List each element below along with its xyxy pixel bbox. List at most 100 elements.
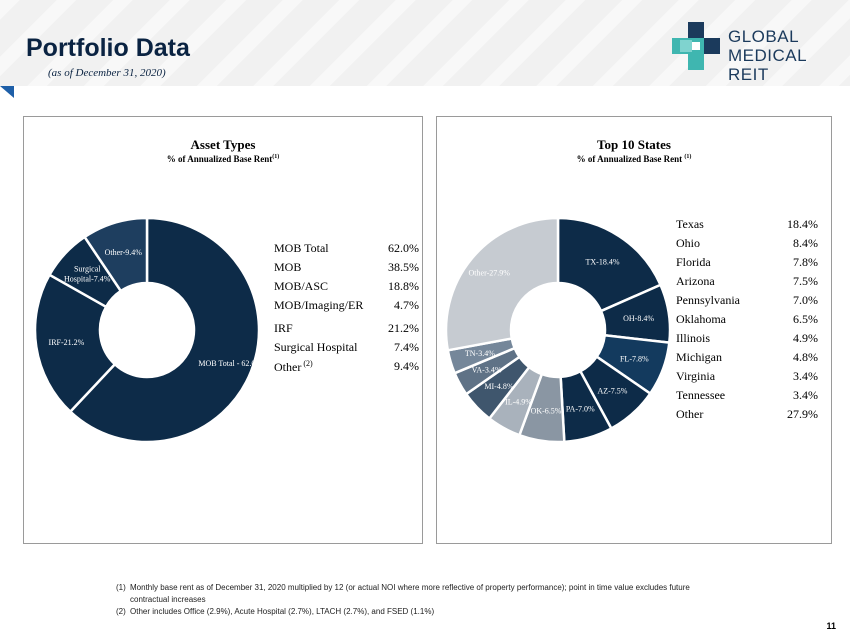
asset-types-legend-value: 38.5%	[388, 260, 419, 274]
top-states-legend-value: 4.9%	[793, 331, 818, 345]
asset-types-legend-label: IRF	[274, 321, 293, 335]
top-states-legend-row-texas: Texas 18.4%	[676, 217, 818, 235]
asset-types-slice-label-surgical-hospital-7-4: Surgical Hospital-7.4%	[64, 265, 111, 284]
footnote-1: (1) Monthly base rent as of December 31,…	[116, 582, 690, 606]
asset-types-title: Asset Types	[190, 137, 256, 152]
asset-types-slice-other-9-4	[82, 216, 149, 293]
page-number: 11	[826, 621, 836, 631]
top-states-legend-row-ohio: Ohio 8.4%	[676, 236, 818, 254]
top-states-slice-label-va-3-4: VA-3.4%	[472, 365, 502, 374]
top-states-legend-label: Pennsylvania	[676, 293, 740, 307]
top-states-legend-label: Florida	[676, 255, 711, 269]
asset-types-legend-row-irf: IRF 21.2%	[274, 321, 419, 339]
corner-accent	[0, 86, 14, 98]
top-states-legend-label: Virginia	[676, 369, 716, 383]
top-states-legend-row-tennessee: Tennessee 3.4%	[676, 388, 818, 406]
asset-types-slice-label-irf-21-2: IRF-21.2%	[49, 338, 85, 347]
top-states-legend-row-arizona: Arizona 7.5%	[676, 274, 818, 292]
footnotes: (1) Monthly base rent as of December 31,…	[116, 582, 690, 618]
asset-types-legend-value: 7.4%	[394, 340, 419, 354]
asset-types-legend: MOB Total 62.0% MOB 38.5% MOB/ASC 18.8% MOB/Im…	[274, 241, 419, 381]
asset-types-slice-label-other-9-4: Other-9.4%	[105, 248, 143, 257]
top-states-legend-value: 7.8%	[793, 255, 818, 269]
logo-line-2: MEDICAL REIT	[728, 46, 807, 84]
asset-types-slice-irf-21-2	[33, 273, 117, 414]
cross-logo-icon	[672, 22, 720, 70]
top-states-legend-label: Arizona	[676, 274, 715, 288]
top-states-slice-label-fl-7-8: FL-7.8%	[620, 355, 649, 364]
page-subtitle: (as of December 31, 2020)	[48, 67, 166, 79]
top-states-legend-row-virginia: Virginia 3.4%	[676, 369, 818, 387]
top-states-legend-label: Illinois	[676, 331, 711, 345]
top-states-legend-row-other: Other 27.9%	[676, 407, 818, 425]
asset-types-legend-row-mob-asc: MOB/ASC 18.8%	[274, 279, 419, 297]
top-states-subtitle: % of Annualized Base Rent (1)	[576, 154, 692, 164]
asset-types-legend-value: 18.8%	[388, 279, 419, 293]
top-states-panel: Top 10 States % of Annualized Base Rent …	[436, 116, 832, 544]
asset-types-legend-label: Surgical Hospital	[274, 340, 358, 354]
top-states-legend-value: 3.4%	[793, 388, 818, 402]
top-states-slice-label-mi-4-8: MI-4.8%	[484, 382, 513, 391]
top-states-slice-label-ok-6-5: OK-6.5%	[531, 407, 562, 416]
top-states-legend-value: 3.4%	[793, 369, 818, 383]
asset-types-subtitle-note: (1)	[272, 154, 280, 160]
top-states-slice-label-il-4-9: IL-4.9%	[505, 397, 532, 406]
asset-types-donut-chart: MOB Total - 62.0% IRF-21.2% Surgical Hospit…	[33, 216, 262, 444]
asset-types-legend-label: Other (2)	[274, 359, 313, 374]
top-states-slice-label-az-7-5: AZ-7.5%	[597, 387, 627, 396]
asset-types-slice-mob-total-62-0	[68, 216, 261, 444]
top-states-legend-label: Oklahoma	[676, 312, 726, 326]
top-states-legend-row-oklahoma: Oklahoma 6.5%	[676, 312, 818, 330]
asset-types-legend-row-mob-total: MOB Total 62.0%	[274, 241, 419, 259]
top-states-legend-label: Michigan	[676, 350, 722, 364]
footnote-2-text: Other includes Office (2.9%), Acute Hosp…	[130, 607, 435, 616]
asset-types-legend-row-surgical-hospital: Surgical Hospital 7.4%	[274, 340, 419, 358]
footnote-1-number: (1)	[116, 583, 126, 592]
top-states-slice-label-oh-8-4: OH-8.4%	[623, 314, 654, 323]
logo-wordmark: GLOBAL MEDICAL REIT	[728, 27, 842, 84]
top-states-legend-label: Other	[676, 407, 704, 421]
top-states-legend-row-michigan: Michigan 4.8%	[676, 350, 818, 368]
top-states-legend-value: 7.5%	[793, 274, 818, 288]
top-states-slice-label-pa-7-0: PA-7.0%	[566, 404, 595, 413]
asset-types-legend-value: 62.0%	[388, 241, 419, 255]
asset-types-subtitle: % of Annualized Base Rent(1)	[166, 154, 280, 164]
asset-types-legend-row-mob: MOB 38.5%	[274, 260, 419, 278]
top-states-legend-value: 6.5%	[793, 312, 818, 326]
top-states-legend-value: 4.8%	[793, 350, 818, 364]
asset-types-legend-row-other: Other (2) 9.4%	[274, 359, 419, 377]
top-states-legend: Texas 18.4% Ohio 8.4% Florida 7.8% Arizona 7.5%…	[676, 217, 818, 427]
asset-types-legend-row-mob-imaging-er: MOB/Imaging/ER 4.7%	[274, 298, 419, 316]
top-states-legend-label: Texas	[676, 217, 704, 231]
asset-types-panel: Asset Types % of Annualized Base Rent(1)…	[23, 116, 423, 544]
asset-types-legend-note: (2)	[301, 359, 313, 368]
asset-types-slice-label-mob-total-62-0: MOB Total - 62.0%	[198, 359, 262, 368]
footnote-1-text: Monthly base rent as of December 31, 202…	[130, 583, 690, 604]
top-states-subtitle-note: (1)	[684, 154, 692, 160]
asset-types-legend-label: MOB	[274, 260, 302, 274]
top-states-slice-other-27-9	[444, 216, 560, 352]
page-title: Portfolio Data	[26, 34, 190, 62]
asset-types-legend-value: 21.2%	[388, 321, 419, 335]
asset-types-legend-label: MOB/Imaging/ER	[274, 298, 364, 312]
top-states-slice-label-other-27-9: Other-27.9%	[469, 269, 511, 278]
top-states-legend-value: 27.9%	[787, 407, 818, 421]
top-states-legend-row-pennsylvania: Pennsylvania 7.0%	[676, 293, 818, 311]
top-states-legend-row-illinois: Illinois 4.9%	[676, 331, 818, 349]
top-states-slice-label-tn-3-4: TN-3.4%	[465, 349, 495, 358]
asset-types-legend-label: MOB Total	[274, 241, 329, 255]
logo-line-1: GLOBAL	[728, 27, 800, 46]
top-states-legend-label: Tennessee	[676, 388, 726, 402]
asset-types-legend-value: 4.7%	[394, 298, 419, 312]
asset-types-legend-label: MOB/ASC	[274, 279, 329, 293]
top-states-slice-label-tx-18-4: TX-18.4%	[586, 258, 620, 267]
footnote-2-number: (2)	[116, 607, 126, 616]
footnote-2: (2) Other includes Office (2.9%), Acute …	[116, 606, 690, 618]
asset-types-legend-value: 9.4%	[394, 359, 419, 373]
top-states-legend-value: 7.0%	[793, 293, 818, 307]
top-states-legend-value: 8.4%	[793, 236, 818, 250]
top-states-legend-row-florida: Florida 7.8%	[676, 255, 818, 273]
top-states-legend-label: Ohio	[676, 236, 700, 250]
top-states-legend-value: 18.4%	[787, 217, 818, 231]
company-logo: GLOBAL MEDICAL REIT	[672, 22, 842, 84]
